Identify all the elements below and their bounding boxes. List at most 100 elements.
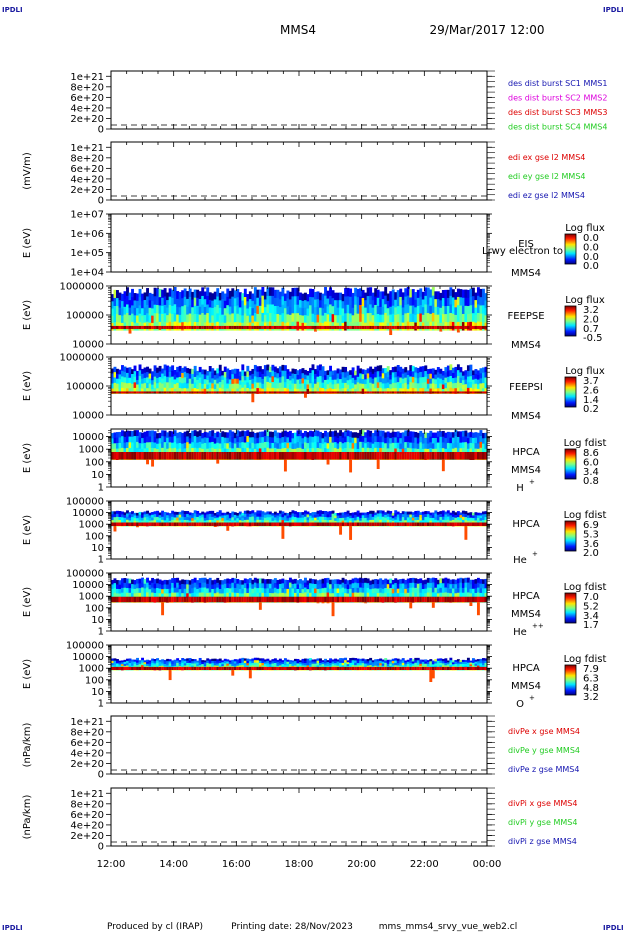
spectrogram-cell: [399, 444, 402, 450]
spectrogram-floor-cell: [184, 326, 187, 329]
spectrogram-cell: [184, 511, 187, 514]
spectrogram-floor-cell: [281, 452, 284, 460]
y-tick-label: 100000: [66, 497, 104, 508]
spectrogram-cell: [437, 437, 440, 443]
spectrogram-cell: [274, 377, 277, 383]
spectrogram-floor-cell: [442, 391, 445, 393]
header-datetime: 29/Mar/2017 12:00: [430, 23, 545, 37]
spectrogram-cell: [194, 366, 197, 372]
spectrogram-cell: [134, 436, 137, 442]
spectrogram-cell: [369, 377, 372, 383]
spectrogram-cell: [266, 514, 269, 517]
spectrogram-cell: [349, 516, 352, 519]
spectrogram-cell: [447, 513, 450, 517]
spectrogram-cell: [447, 366, 450, 372]
spectrogram-floor-cell: [244, 452, 247, 460]
spectrogram-floor-cell: [256, 523, 259, 526]
spectrogram-cell: [141, 587, 144, 592]
spectrogram-cell: [206, 514, 209, 517]
spectrogram-cell: [354, 443, 357, 449]
spectrogram-cell: [357, 314, 360, 323]
spectrogram-cell: [447, 437, 450, 443]
spectrogram-cell: [204, 518, 207, 521]
spectrogram-floor-cell: [241, 391, 244, 393]
spectrogram-cell: [359, 436, 362, 442]
spectrogram-cell: [452, 373, 455, 379]
spectrogram-cell: [229, 588, 232, 593]
spectrogram-cell: [161, 585, 164, 590]
spectrogram-cell: [181, 433, 184, 439]
spectrogram-cell: [214, 438, 217, 444]
spectrogram-cell: [319, 510, 322, 514]
spectrogram-floor-cell: [176, 452, 179, 460]
spectrogram-cell: [472, 384, 475, 389]
spectrogram-cell: [377, 436, 380, 442]
spectrogram-cell: [136, 436, 139, 442]
spectrogram-cell: [437, 515, 440, 518]
spectrogram-cell: [474, 379, 477, 384]
spectrogram-cell: [467, 513, 470, 516]
spectrogram-cell: [444, 298, 447, 306]
spectrogram-cell: [224, 518, 227, 521]
spectrogram-cell: [314, 442, 317, 448]
spectrogram-cell: [136, 513, 139, 516]
spectrogram-cell: [169, 442, 172, 448]
spectrogram-cell: [229, 430, 232, 436]
spectrogram-cell: [244, 289, 247, 298]
spectrogram-cell: [424, 443, 427, 449]
spectrogram-cell: [146, 377, 149, 383]
spectrogram-cell: [206, 385, 209, 390]
spectrogram-cell: [116, 314, 119, 322]
spectrogram-cell: [319, 513, 322, 517]
spectrogram-cell: [307, 580, 310, 585]
spectrogram-cell: [332, 511, 335, 514]
spectrogram-cell: [367, 442, 370, 448]
spectrogram-cell: [317, 517, 320, 520]
spectrogram-cell: [442, 514, 445, 518]
spectrogram-cell: [327, 384, 330, 389]
spectrogram-cell: [309, 368, 312, 374]
spectrogram-cell: [359, 513, 362, 516]
spectrogram-floor-cell: [307, 523, 310, 526]
spectrogram-cell: [309, 431, 312, 437]
spectrogram-cell: [251, 384, 254, 389]
spectrogram-cell: [249, 583, 252, 588]
spectrogram-cell: [319, 308, 322, 316]
spectrogram-floor-cell: [402, 391, 405, 393]
spectrogram-cell: [256, 510, 259, 514]
spectrogram-floor-cell: [131, 452, 134, 460]
spectrogram-cell: [479, 513, 482, 516]
spectrogram-cell: [221, 515, 224, 518]
spectrogram-cell: [372, 444, 375, 450]
spectrogram-cell: [286, 384, 289, 389]
spectrogram-cell: [269, 579, 272, 584]
spectrogram-cell: [432, 373, 435, 378]
spectrogram-cell: [119, 315, 122, 323]
spectrogram-floor-cell: [226, 452, 229, 460]
spectrogram-floor-cell: [404, 326, 407, 329]
spectrogram-cell: [271, 313, 274, 322]
spectrogram-cell: [312, 443, 315, 449]
spectrogram-cell: [302, 518, 305, 521]
spectrogram-cell: [352, 300, 355, 308]
spectrogram-floor-cell: [191, 597, 194, 603]
spectrogram-floor-cell: [129, 523, 132, 526]
spectrogram-cell: [319, 443, 322, 449]
spectrogram-cell: [144, 511, 147, 514]
y-tick-label: 8e+20: [70, 82, 104, 93]
spectrogram-floor-cell: [322, 597, 325, 603]
spectrogram-cell: [264, 436, 267, 442]
spectrogram-cell: [402, 517, 405, 520]
spectrogram-cell: [454, 315, 457, 323]
spectrogram-floor-cell: [254, 523, 257, 526]
spectrogram-cell: [154, 584, 157, 589]
spectrogram-floor-cell: [304, 452, 307, 460]
spectrogram-cell: [231, 305, 234, 314]
spectrogram-cell: [402, 514, 405, 517]
spectrogram-floor-cell: [472, 523, 475, 526]
spectrogram-cell: [407, 375, 410, 380]
spectrogram-cell: [317, 299, 320, 307]
spectrogram-cell: [286, 516, 289, 519]
spectrogram-cell: [307, 375, 310, 380]
spectrogram-floor-cell: [449, 523, 452, 526]
